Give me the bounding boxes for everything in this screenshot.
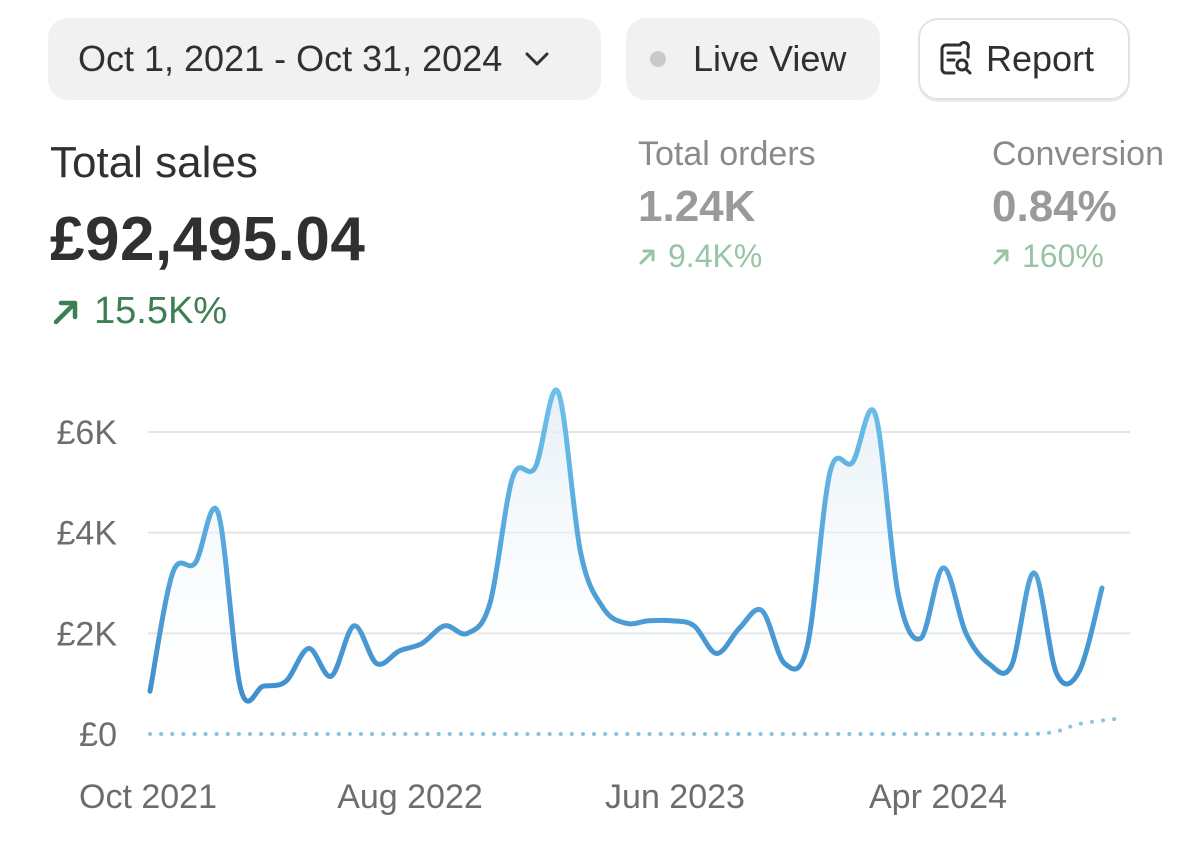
conversion-label: Conversion — [992, 135, 1164, 173]
date-range-label: Oct 1, 2021 - Oct 31, 2024 — [78, 38, 503, 79]
total-sales-change: 15.5K% — [50, 290, 227, 333]
y-tick-label: £6K — [57, 414, 118, 452]
x-tick-label: Apr 2024 — [869, 778, 1007, 816]
total-sales-change-value: 15.5K% — [94, 290, 228, 332]
y-tick-label: £2K — [57, 615, 118, 653]
chevron-down-icon — [524, 46, 550, 72]
conversion-value: 0.84% — [992, 182, 1117, 231]
report-search-icon — [938, 41, 974, 77]
total-sales-value: £92,495.04 — [50, 205, 366, 274]
x-tick-label: Oct 2021 — [79, 778, 217, 816]
arrow-up-right-icon — [53, 300, 78, 324]
total-orders-change-value: 9.4K% — [668, 238, 763, 274]
report-button[interactable]: Report — [918, 18, 1130, 100]
sales-line-chart: £0 £2K £4K £6K Oct 2021 Aug 2022 Jun 2023 Apr … — [57, 387, 1130, 816]
sales-series-area — [150, 389, 1102, 734]
metric-conversion[interactable]: Conversion 0.84% 160% — [992, 135, 1164, 275]
live-view-button[interactable]: Live View — [626, 18, 880, 100]
y-tick-label: £4K — [57, 515, 118, 553]
x-tick-label: Aug 2022 — [337, 778, 483, 816]
total-sales-label: Total sales — [50, 138, 258, 187]
total-orders-label: Total orders — [638, 135, 816, 173]
arrow-up-right-icon — [993, 249, 1009, 264]
live-view-label: Live View — [693, 38, 847, 79]
conversion-change: 160% — [992, 238, 1164, 275]
live-status-dot-icon — [650, 51, 666, 67]
total-orders-change: 9.4K% — [638, 238, 816, 275]
x-tick-label: Jun 2023 — [605, 778, 745, 816]
date-range-selector[interactable]: Oct 1, 2021 - Oct 31, 2024 — [48, 18, 601, 100]
y-tick-label: £0 — [79, 716, 117, 754]
arrow-up-right-icon — [639, 249, 655, 264]
report-label: Report — [986, 38, 1095, 79]
metric-total-orders[interactable]: Total orders 1.24K 9.4K% — [638, 135, 816, 275]
sales-series-line — [147, 387, 1105, 704]
conversion-change-value: 160% — [1022, 238, 1104, 274]
total-orders-value: 1.24K — [638, 182, 756, 231]
